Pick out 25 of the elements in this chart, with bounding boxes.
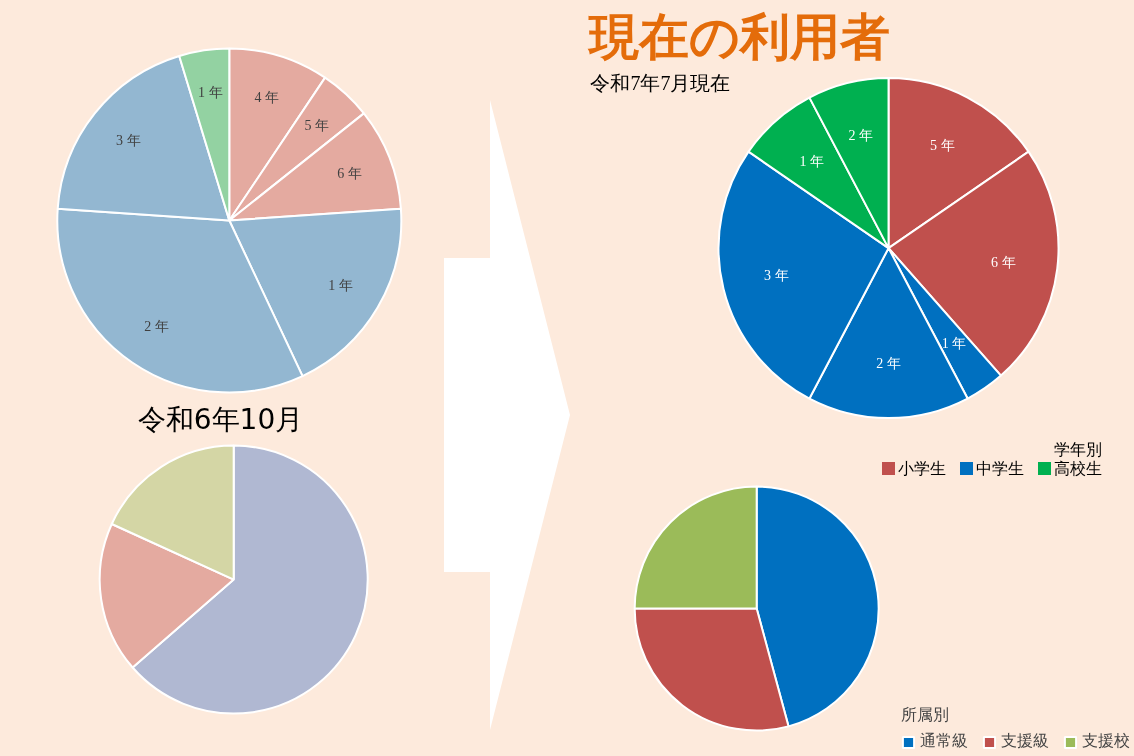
slice-label: 1 年 xyxy=(799,154,825,170)
slice-label: 2 年 xyxy=(848,128,874,144)
text: 中学生 xyxy=(975,459,1024,478)
slice-label: 6 年 xyxy=(337,166,362,182)
slice-label: 3 年 xyxy=(764,268,789,284)
slice-label: 1 年 xyxy=(198,85,223,101)
text: 小学生 xyxy=(897,459,946,478)
slice-label: 5 年 xyxy=(930,138,955,154)
chart-title: 現在の利用者 xyxy=(586,7,890,66)
chart-title: 令和6年10月 xyxy=(137,402,304,436)
slice-label: 4 年 xyxy=(254,89,280,105)
slice-label: 1 年 xyxy=(328,278,353,294)
slice-label: 6 年 xyxy=(991,254,1016,270)
slice-label: 1 年 xyxy=(941,335,967,351)
slice-label: 5 年 xyxy=(304,118,329,134)
slice-label: 2 年 xyxy=(876,356,901,372)
legend-label: 通常級 xyxy=(920,731,968,752)
text: 高校生 xyxy=(1053,459,1102,478)
slice-label: 3 年 xyxy=(116,132,141,148)
chart-subtitle: 令和7年7月現在 xyxy=(590,72,731,95)
legend-label: 支援級 xyxy=(1001,731,1049,752)
legend-title: 学年別 xyxy=(1053,440,1102,459)
slice-label: 2 年 xyxy=(144,319,169,335)
legend-label: 支援校 xyxy=(1082,731,1130,752)
legend-title: 所属別 xyxy=(901,705,950,726)
